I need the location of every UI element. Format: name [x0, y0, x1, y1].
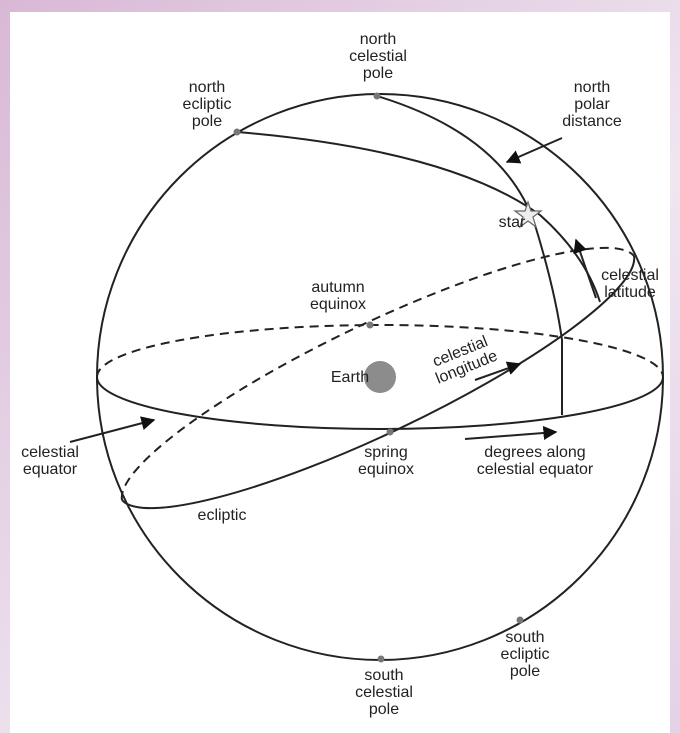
label-line: equator [23, 461, 78, 478]
label-line: equinox [358, 461, 414, 478]
label-line: south [364, 667, 403, 684]
label-line: celestial [601, 267, 659, 284]
label-line: north [360, 31, 396, 48]
equinox-dot [367, 322, 374, 329]
label-line: celestial [21, 444, 79, 461]
label-line: distance [562, 113, 622, 130]
label-line: ecliptic [183, 96, 232, 113]
label-line: celestial [349, 48, 407, 65]
label-line: equinox [310, 296, 366, 313]
label-line: star [499, 214, 526, 231]
label-line: latitude [604, 284, 656, 301]
pole-dot [374, 93, 381, 100]
pole-dot [378, 656, 385, 663]
pole-dot [517, 617, 524, 624]
page: northcelestialpolenortheclipticpolenorth… [0, 0, 680, 733]
equinox-dot [387, 429, 394, 436]
label: Earth [331, 369, 369, 386]
label-line: pole [369, 701, 399, 718]
label-line: celestial equator [477, 461, 594, 478]
label-line: pole [363, 65, 393, 82]
label-line: north [574, 79, 610, 96]
label-line: ecliptic [501, 646, 550, 663]
label-line: degrees along [484, 444, 585, 461]
label-line: celestial [355, 684, 413, 701]
pole-dot [234, 129, 241, 136]
label-line: pole [192, 113, 222, 130]
label-line: autumn [311, 279, 364, 296]
label-line: Earth [331, 369, 369, 386]
label-line: south [505, 629, 544, 646]
label: ecliptic [198, 507, 247, 524]
label-line: north [189, 79, 225, 96]
label-line: pole [510, 663, 540, 680]
label-line: polar [574, 96, 610, 113]
diagram: northcelestialpolenortheclipticpolenorth… [0, 0, 680, 733]
label: star [499, 214, 526, 231]
label-line: ecliptic [198, 507, 247, 524]
label-line: spring [364, 444, 408, 461]
